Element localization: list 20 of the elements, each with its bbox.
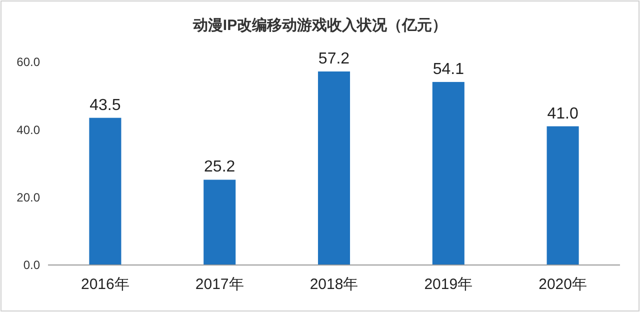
bar xyxy=(89,118,122,265)
x-tick-label: 2019年 xyxy=(424,276,473,293)
data-label: 25.2 xyxy=(204,158,236,176)
bar xyxy=(318,71,350,265)
y-tick-label: 60.0 xyxy=(16,55,40,70)
bar xyxy=(204,180,236,265)
y-tick-label: 0.0 xyxy=(23,258,40,272)
bar xyxy=(432,82,464,265)
y-tick-label: 40.0 xyxy=(16,122,40,137)
y-tick-label: 20.0 xyxy=(16,190,40,205)
x-tick-label: 2018年 xyxy=(310,276,358,293)
x-tick-label: 2020年 xyxy=(538,276,587,293)
data-label: 41.0 xyxy=(547,105,578,122)
data-label: 57.2 xyxy=(318,50,350,68)
x-tick-label: 2016年 xyxy=(81,276,130,293)
data-label: 43.5 xyxy=(90,96,121,114)
bar xyxy=(546,126,579,265)
chart-title: 动漫IP改编移动游戏收入状况（亿元） xyxy=(192,17,448,34)
x-tick-label: 2017年 xyxy=(195,276,244,293)
data-label: 54.1 xyxy=(432,60,464,78)
